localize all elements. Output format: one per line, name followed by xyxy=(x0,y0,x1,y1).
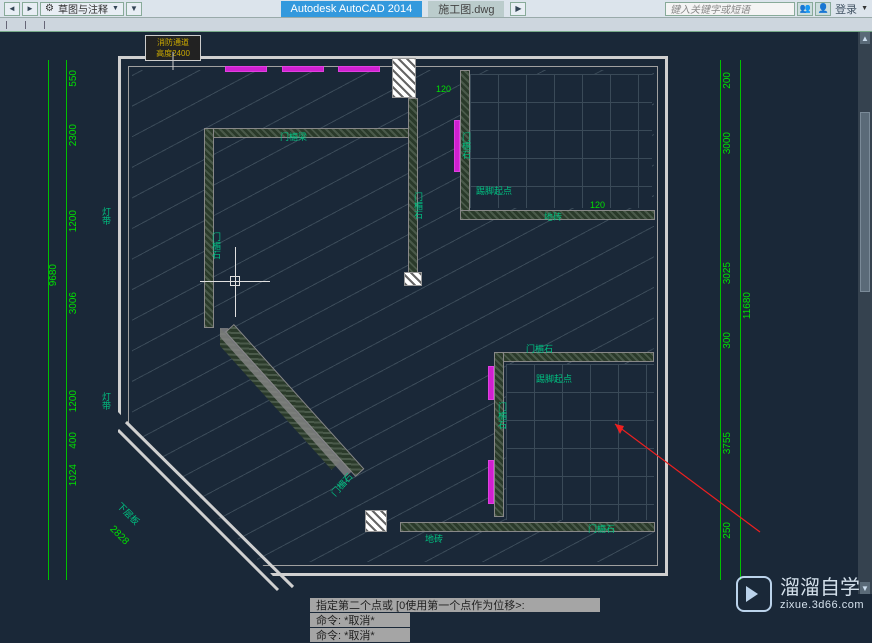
door-1 xyxy=(404,272,422,286)
workspace-dropdown[interactable]: ⚙ 草图与注释 ▼ xyxy=(40,2,124,16)
label-start1: 踢脚起点 xyxy=(476,184,512,197)
ruler xyxy=(0,18,872,32)
drawing-canvas[interactable]: 消防通道 高度2400 120 120 灯带 灯带 门楣梁 门楣石 踢脚起点 踢… xyxy=(0,32,872,594)
dim-l-6: 1024 xyxy=(68,464,79,486)
label-side1: 门楣石 xyxy=(210,232,223,259)
red-leader xyxy=(600,412,770,542)
cmd-line-3[interactable]: 命令: *取消* xyxy=(310,628,410,642)
title-play-button[interactable]: ▶ xyxy=(510,2,526,16)
dim-l-total: 9680 xyxy=(48,264,59,286)
label-cover1: 门楣石 xyxy=(460,132,473,159)
vertical-scrollbar[interactable]: ▲ ▼ xyxy=(858,32,872,594)
label-side2: 门楣石 xyxy=(412,192,425,219)
cursor-box xyxy=(230,276,240,286)
chevron-down-icon: ▼ xyxy=(112,5,119,12)
diag-wall xyxy=(220,328,400,528)
door-right-1 xyxy=(488,366,494,400)
wall-h-3 xyxy=(494,352,654,362)
wall-v-1 xyxy=(204,128,214,328)
dimline-left xyxy=(66,60,67,580)
workspace-label: 草图与注释 xyxy=(58,1,108,16)
label-beam: 门楣梁 xyxy=(280,130,307,143)
search-input[interactable]: 键入关键字或短语 xyxy=(665,2,795,16)
watermark-play-icon xyxy=(736,576,772,612)
dim-l-2: 1200 xyxy=(68,210,79,232)
door-2 xyxy=(365,510,387,532)
login-link[interactable]: 登录 xyxy=(833,1,859,17)
dim-r-3: 300 xyxy=(722,332,733,349)
wall-h-1 xyxy=(204,128,414,138)
titlebar-left: ◄ ► ⚙ 草图与注释 ▼ ▼ xyxy=(0,2,142,16)
login-chevron-icon: ▼ xyxy=(861,5,868,12)
opening-top-3 xyxy=(338,66,380,72)
dim-l-5: 400 xyxy=(68,432,79,449)
dim-r-1: 3000 xyxy=(722,132,733,154)
dim-120-2: 120 xyxy=(590,200,605,210)
label-side3: 门楣石 xyxy=(496,402,509,429)
scroll-up-icon[interactable]: ▲ xyxy=(860,32,870,44)
search-placeholder: 键入关键字或短语 xyxy=(670,1,750,16)
topnote-l1: 消防通道 xyxy=(148,37,198,48)
app-name: Autodesk AutoCAD 2014 xyxy=(281,1,423,17)
dim-l-3: 3006 xyxy=(68,292,79,314)
watermark-url: zixue.3d66.com xyxy=(780,599,864,611)
window-top xyxy=(392,58,416,98)
titlebar-right: 键入关键字或短语 👥 👤 登录 ▼ xyxy=(665,1,872,17)
cmd-line-1: 指定第二个点或 [0使用第一个点作为位移>: xyxy=(310,598,600,612)
gear-icon: ⚙ xyxy=(45,3,54,14)
dim-r-2: 3025 xyxy=(722,262,733,284)
watermark: 溜溜自学 zixue.3d66.com xyxy=(736,576,864,612)
cmd-line-2: 命令: *取消* xyxy=(310,613,410,627)
wall-v-2 xyxy=(408,98,418,278)
dim-r-0: 200 xyxy=(722,72,733,89)
opening-top-1 xyxy=(225,66,267,72)
label-tile1: 地砖 xyxy=(544,210,562,223)
watermark-cn: 溜溜自学 xyxy=(780,577,864,599)
opening-top-2 xyxy=(282,66,324,72)
nav-back-button[interactable]: ◄ xyxy=(4,2,20,16)
topnote-leader xyxy=(155,52,195,72)
label-cover2: 门楣石 xyxy=(526,342,553,355)
dim-l-1: 2300 xyxy=(68,124,79,146)
wall-v-3 xyxy=(494,352,504,517)
titlebar-center: Autodesk AutoCAD 2014 施工图.dwg ▶ xyxy=(142,1,665,17)
label-lamp2: 灯带 xyxy=(100,392,113,410)
dimline-left-total xyxy=(48,60,49,580)
label-tile2: 地砖 xyxy=(425,532,443,545)
dim-120-1: 120 xyxy=(436,84,451,94)
user-icon[interactable]: 👤 xyxy=(815,2,831,16)
scroll-thumb[interactable] xyxy=(860,112,870,292)
titlebar: ◄ ► ⚙ 草图与注释 ▼ ▼ Autodesk AutoCAD 2014 施工… xyxy=(0,0,872,18)
label-start2: 踢脚起点 xyxy=(536,372,572,385)
label-lamp1: 灯带 xyxy=(100,207,113,225)
dim-l-4: 1200 xyxy=(68,390,79,412)
nav-fwd-button[interactable]: ► xyxy=(22,2,38,16)
qat-dropdown[interactable]: ▼ xyxy=(126,2,142,16)
dim-l-0: 550 xyxy=(68,70,79,87)
infocenter-icon[interactable]: 👥 xyxy=(797,2,813,16)
file-name: 施工图.dwg xyxy=(428,1,504,17)
dim-r-total: 11680 xyxy=(742,292,753,319)
door-right-2 xyxy=(488,460,494,504)
